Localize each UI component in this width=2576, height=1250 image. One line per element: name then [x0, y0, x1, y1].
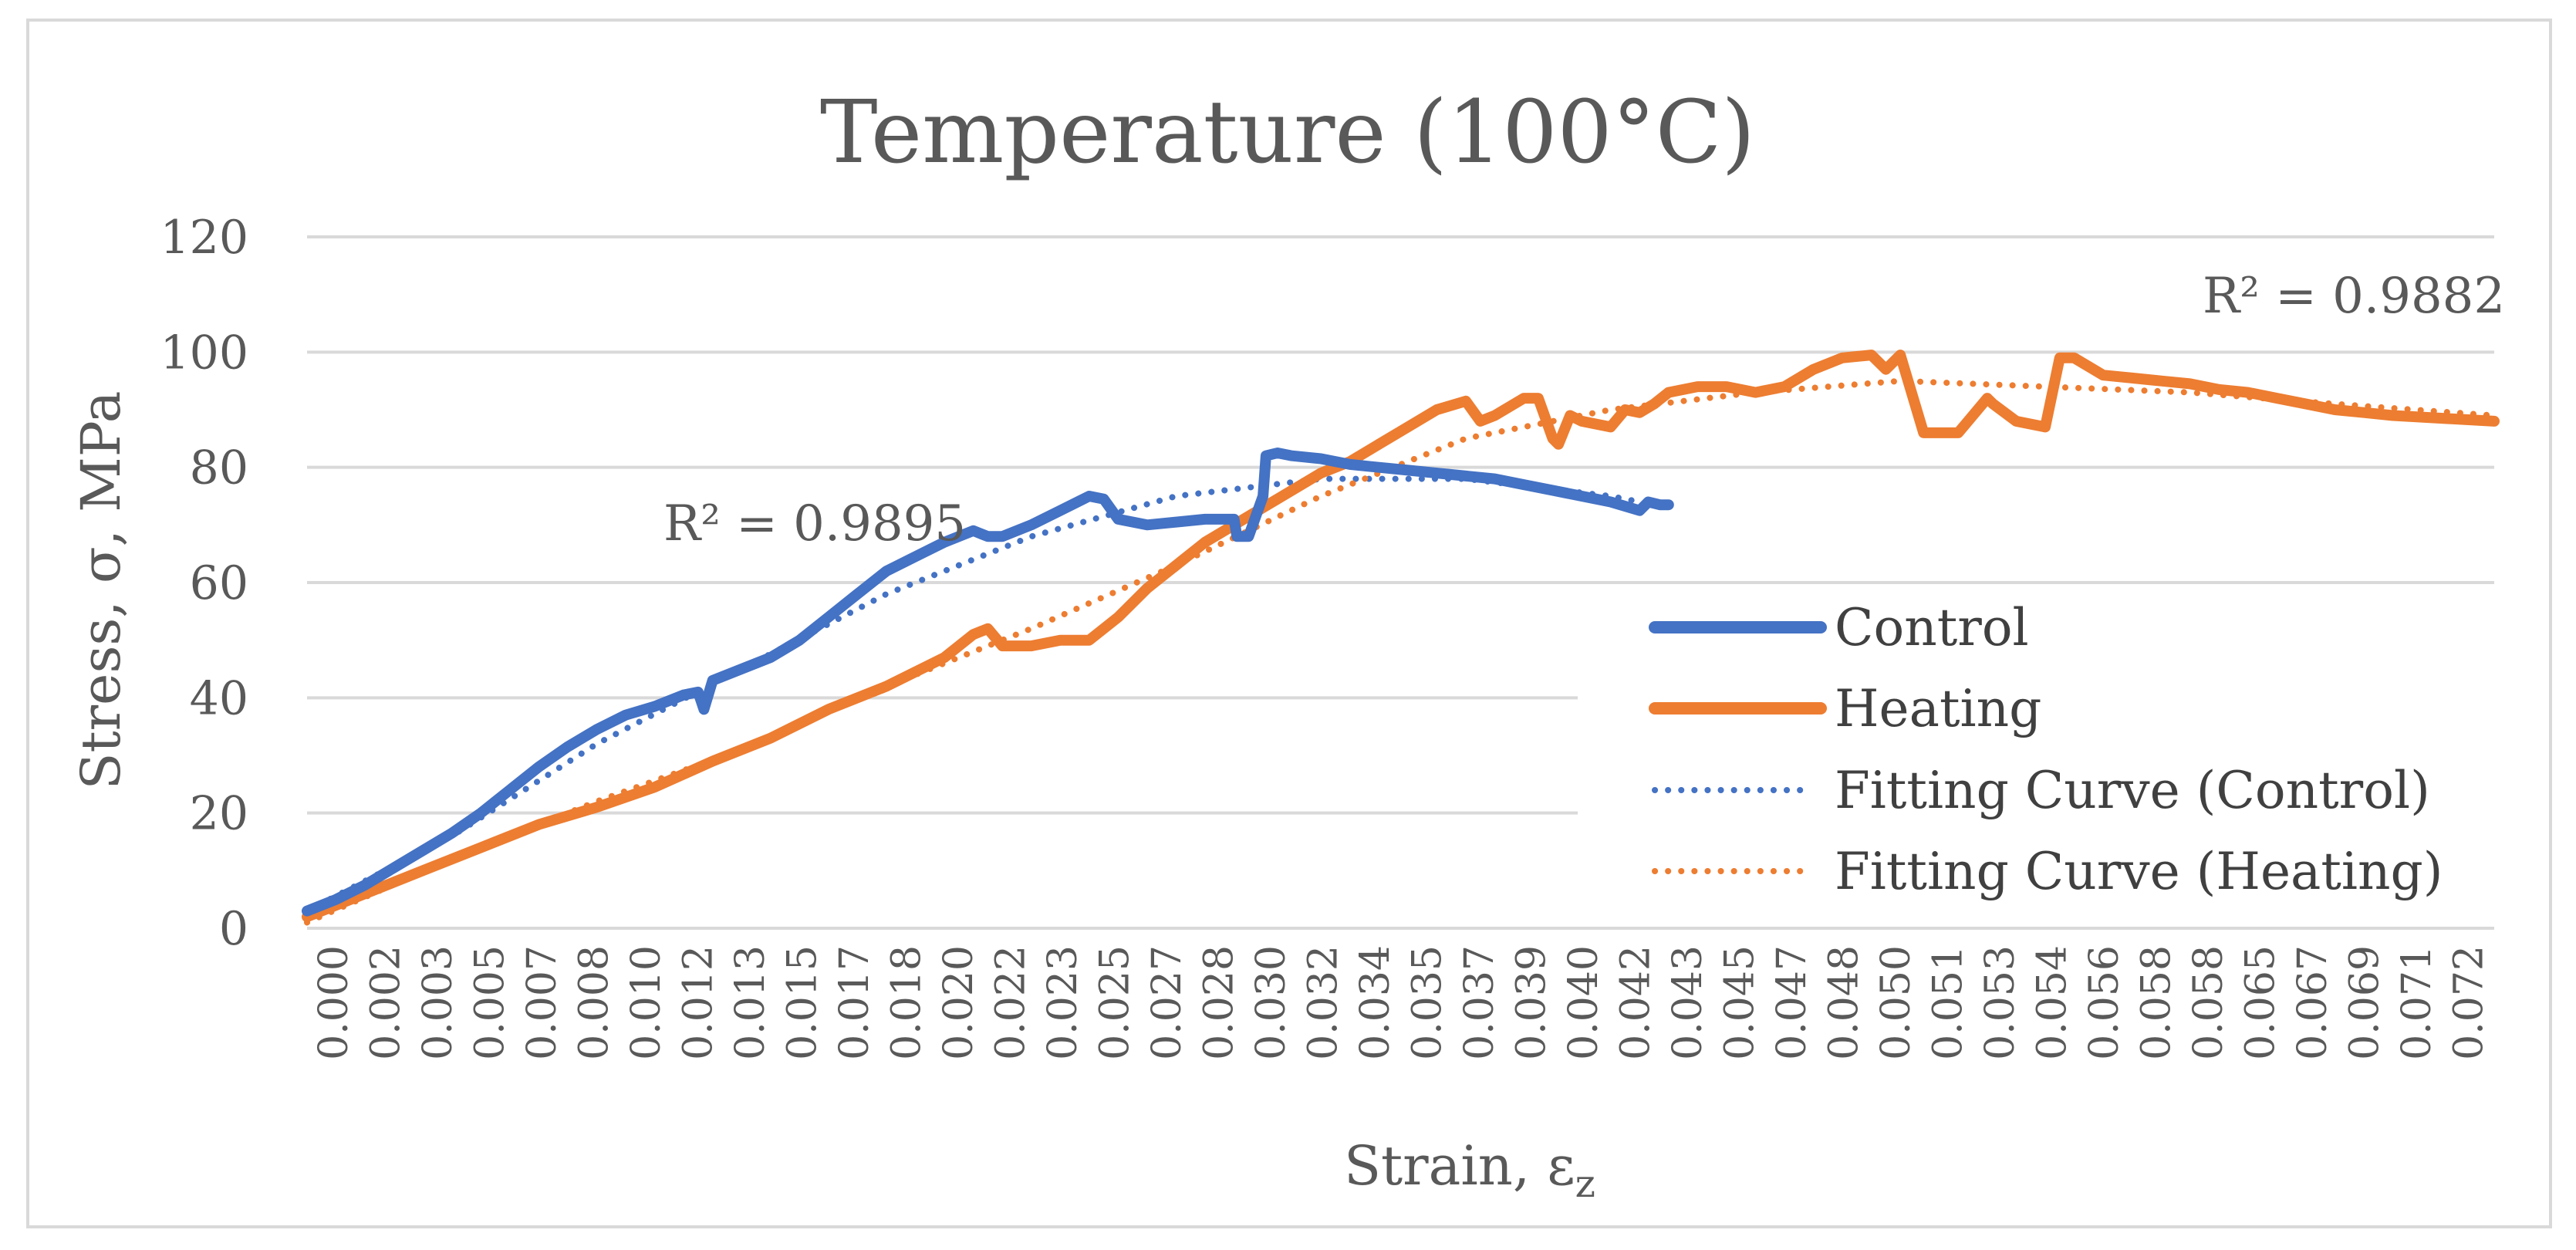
x-axis-title-subscript: z	[1575, 1161, 1595, 1206]
x-tick-label: 0.045	[1717, 945, 1763, 1060]
x-tick-label: 0.015	[779, 945, 825, 1060]
x-tick-label: 0.003	[415, 945, 461, 1060]
x-tick-label: 0.027	[1144, 945, 1190, 1060]
y-axis-ticks: 0 20 40 60 80 100 120	[160, 211, 248, 956]
x-tick-label: 0.042	[1612, 945, 1659, 1060]
legend-label-fitting-control: Fitting Curve (Control)	[1835, 761, 2430, 820]
legend-label-control: Control	[1835, 598, 2029, 657]
x-tick-label: 0.067	[2290, 945, 2336, 1060]
x-tick-label: 0.018	[883, 945, 930, 1060]
y-axis-title: Stress, σ, MPa	[69, 391, 133, 790]
x-tick-label: 0.058	[2133, 945, 2179, 1060]
x-tick-label: 0.023	[1040, 945, 1086, 1060]
x-tick-label: 0.047	[1769, 945, 1815, 1060]
x-tick-label: 0.007	[519, 945, 566, 1060]
y-tick-label: 0	[219, 902, 248, 956]
x-tick-label: 0.048	[1821, 945, 1867, 1060]
x-tick-label: 0.032	[1300, 945, 1346, 1060]
x-tick-label: 0.040	[1561, 945, 1607, 1060]
x-tick-label: 0.025	[1092, 945, 1138, 1060]
x-tick-label: 0.005	[467, 945, 513, 1060]
r2-label-control: R² = 0.9895	[663, 495, 966, 552]
x-tick-label: 0.051	[1925, 945, 1971, 1060]
x-tick-label: 0.030	[1248, 945, 1295, 1060]
x-tick-label: 0.039	[1508, 945, 1555, 1060]
x-tick-label: 0.028	[1196, 945, 1242, 1060]
x-tick-label: 0.037	[1457, 945, 1503, 1060]
y-tick-label: 80	[190, 441, 248, 495]
x-tick-label: 0.013	[728, 945, 774, 1060]
x-tick-label: 0.065	[2237, 945, 2284, 1060]
x-tick-label: 0.022	[988, 945, 1034, 1060]
legend: Control Heating Fitting Curve (Control) …	[1578, 590, 2503, 914]
legend-background	[1578, 590, 2503, 914]
x-tick-label: 0.008	[571, 945, 617, 1060]
x-tick-label: 0.034	[1352, 945, 1399, 1060]
r2-label-heating: R² = 0.9882	[2203, 268, 2505, 325]
x-tick-label: 0.010	[623, 945, 670, 1060]
x-tick-label: 0.020	[936, 945, 982, 1060]
x-axis-title: Strain, εz	[1344, 1134, 1595, 1206]
x-tick-label: 0.056	[2081, 945, 2128, 1060]
legend-label-heating: Heating	[1835, 679, 2041, 738]
x-tick-label: 0.000	[311, 945, 357, 1060]
y-tick-label: 40	[190, 671, 248, 725]
series-line-heating	[302, 350, 2500, 923]
x-tick-label: 0.058	[2186, 945, 2232, 1060]
x-tick-label: 0.035	[1404, 945, 1450, 1060]
series-group	[302, 350, 2500, 926]
x-tick-label: 0.072	[2446, 945, 2492, 1060]
x-tick-label: 0.017	[832, 945, 878, 1060]
y-tick-label: 20	[190, 787, 248, 841]
legend-label-fitting-heating: Fitting Curve (Heating)	[1835, 842, 2443, 901]
x-tick-label: 0.012	[675, 945, 721, 1060]
y-tick-label: 60	[190, 556, 248, 610]
x-tick-label: 0.050	[1873, 945, 1919, 1060]
series-line-control	[302, 448, 1674, 917]
series-line-fitting-curve-heating	[304, 377, 2497, 926]
x-tick-label: 0.071	[2394, 945, 2440, 1060]
x-tick-label: 0.043	[1665, 945, 1711, 1060]
x-tick-label: 0.053	[1977, 945, 2024, 1060]
x-tick-label: 0.069	[2341, 945, 2388, 1060]
y-tick-label: 120	[160, 211, 248, 265]
chart-title: Temperature (100°C)	[820, 83, 1755, 183]
y-tick-label: 100	[160, 326, 248, 380]
x-tick-label: 0.002	[363, 945, 409, 1060]
x-axis-ticks: 0.000 0.002 0.003 0.005 0.007 0.008 0.010 0.012…	[311, 945, 2493, 1060]
x-axis-title-main: Strain, ε	[1344, 1134, 1575, 1198]
series-line-fitting-curve-control	[304, 475, 1672, 914]
x-tick-label: 0.054	[2029, 945, 2075, 1060]
